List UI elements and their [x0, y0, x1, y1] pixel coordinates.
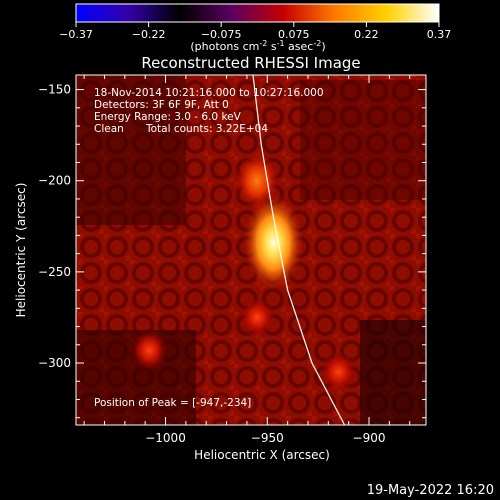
emission-source: [239, 297, 276, 338]
info-clean: Clean: [94, 123, 124, 135]
colorbar-ticks: −0.37 −0.22 −0.075 0.075 0.22 0.37: [59, 22, 451, 41]
plot-title: Reconstructed RHESSI Image: [141, 54, 360, 72]
peak-position-label: Position of Peak = [-947,-234]: [94, 397, 251, 409]
x-tick-label: −900: [353, 431, 386, 445]
emission-source: [131, 330, 168, 371]
y-tick-label: −150: [38, 83, 71, 97]
dark-region-top-left: [76, 75, 186, 225]
colorbar-tick-label: 0.22: [354, 28, 379, 41]
dark-region-bottom-right: [360, 320, 426, 425]
colorbar-tick-label: 0.37: [427, 28, 452, 41]
colorbar-units-label: (photons cm-2 s-1 asec-2): [190, 39, 325, 54]
plot-frame: [75, 74, 427, 426]
info-energy-range: Energy Range: 3.0 - 6.0 keV: [94, 111, 242, 123]
emission-sources: [131, 152, 357, 393]
colorbar-tick-label: 0.075: [278, 28, 310, 41]
x-axis-label: Heliocentric X (arcsec): [194, 448, 330, 462]
colorbar-tick-label: −0.22: [132, 28, 166, 41]
emission-source: [243, 194, 304, 291]
y-axis-label: Heliocentric Y (arcsec): [14, 183, 28, 318]
y-axis: −150 −200 −250 −300: [38, 83, 426, 419]
footer-date: 19-May-2022 16:20: [367, 483, 494, 498]
y-tick-label: −300: [38, 356, 71, 370]
x-tick-label: −950: [251, 431, 284, 445]
x-tick-label: −1000: [145, 431, 186, 445]
colorbar: [75, 3, 440, 23]
image-area: [76, 75, 426, 425]
y-tick-label: −250: [38, 265, 71, 279]
x-axis: −1000 −950 −900: [83, 75, 411, 445]
dark-region-top-right: [300, 80, 426, 200]
info-time-range: 18-Nov-2014 10:21:16.000 to 10:27:16.000: [94, 87, 324, 99]
info-detectors: Detectors: 3F 6F 9F, Att 0: [94, 99, 229, 111]
solar-limb-line: [252, 75, 346, 425]
info-block: 18-Nov-2014 10:21:16.000 to 10:27:16.000…: [94, 87, 324, 135]
colorbar-tick-label: −0.075: [201, 28, 242, 41]
info-total-counts: Total counts: 3.22E+04: [145, 123, 268, 135]
colorbar-tick-label: −0.37: [59, 28, 93, 41]
emission-source: [320, 352, 357, 393]
y-tick-label: −200: [38, 174, 71, 188]
emission-source: [235, 152, 280, 209]
